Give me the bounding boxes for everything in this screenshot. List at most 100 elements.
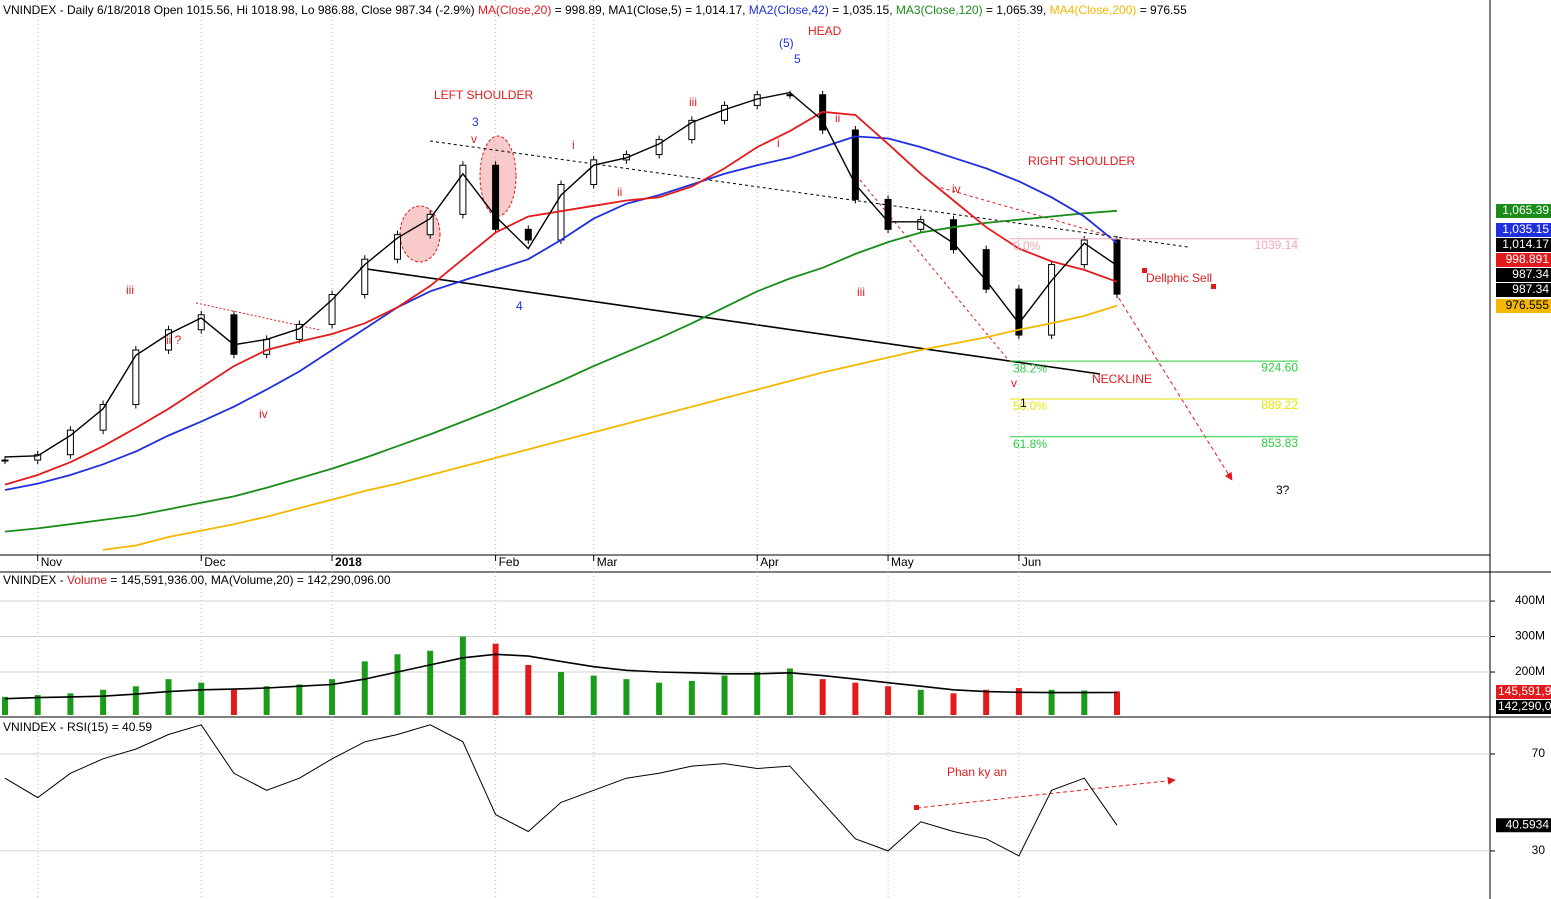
candle (132, 349, 140, 406)
candle (459, 164, 467, 215)
fib-value: 924.60 (1261, 360, 1298, 374)
annotation: iv (952, 182, 961, 196)
volume-bar (688, 680, 695, 715)
volume-bar (656, 682, 663, 715)
fib-level: 50.0% (1013, 399, 1047, 413)
series-line (102, 304, 1118, 551)
candle (393, 234, 401, 260)
header-part: = 1,014.17, (682, 3, 749, 17)
volume-bar (1015, 688, 1022, 715)
volume-bar (67, 693, 74, 715)
price-label: 1,065.39 (1496, 203, 1551, 218)
series-line (4, 135, 1118, 491)
annotation: 1 (1020, 396, 1027, 410)
header-part: = 145,591,936.00, (107, 573, 211, 587)
header-part: = 1,065.39, (983, 3, 1050, 17)
annotation: iii (126, 283, 134, 297)
volume-bar (558, 672, 564, 715)
x-tick-label: Feb (499, 555, 520, 569)
price-label: 987.34 (1496, 282, 1551, 297)
volume-bar (819, 679, 826, 715)
volume-bar (590, 675, 597, 715)
candle (66, 429, 74, 456)
volume-bar (2, 696, 8, 715)
volume-bar (263, 686, 270, 715)
header-part: Volume (67, 573, 107, 587)
header-part: MA(Close,20) (478, 3, 551, 17)
volume-bar (459, 636, 466, 715)
price-label-text: 998.891 (1506, 252, 1550, 266)
annotation: (5) (779, 36, 794, 50)
candle (263, 338, 271, 355)
price-label-box (1496, 268, 1551, 282)
price-label-box (1496, 253, 1551, 267)
price-label-box (1496, 204, 1551, 218)
series-line (4, 110, 1118, 486)
price-label-text: 1,065.39 (1502, 203, 1549, 217)
volume-bar (721, 675, 728, 715)
volume-bar (296, 684, 303, 715)
x-tick-label: Jun (1022, 555, 1041, 569)
marker (1211, 284, 1216, 289)
header-part: MA3(Close,120) (896, 3, 983, 17)
price-label-box (1496, 299, 1551, 313)
candle (1048, 264, 1056, 336)
y-tick-label: 400M (1515, 593, 1545, 607)
wave-line (934, 185, 1111, 237)
volume-bar (917, 689, 924, 715)
price-label: 998.891 (1496, 252, 1551, 267)
candle (1, 459, 9, 462)
y-tick-label: 200M (1515, 664, 1545, 678)
candle (1113, 239, 1121, 295)
fib-level: 0.0% (1013, 239, 1041, 253)
series-line (4, 209, 1118, 533)
header-part: VNINDEX - (3, 573, 67, 587)
candle (361, 258, 369, 295)
last-label-box (1496, 700, 1551, 714)
price-label-box (1496, 283, 1551, 297)
candle (688, 119, 696, 141)
volume-bar (1048, 689, 1055, 715)
header-part: MA(Volume,20) (211, 573, 294, 587)
series-line (4, 653, 1118, 700)
annotation: i (572, 138, 575, 152)
candle (851, 129, 859, 200)
marker (914, 805, 919, 810)
volume-bar (132, 686, 139, 715)
candle (230, 314, 238, 355)
volume-bar (852, 682, 859, 715)
header-part: = 142,290,096.00 (294, 573, 391, 587)
annotation: iii (857, 285, 865, 299)
candle (197, 314, 205, 331)
volume-bar (885, 686, 892, 715)
header-part: RSI(15) (67, 720, 108, 734)
last-label-box (1496, 685, 1551, 699)
annotation: ii (617, 185, 622, 199)
last-label-box (1496, 818, 1551, 833)
annotation: Dellphic Sell (1146, 271, 1212, 285)
x-tick-label: Apr (760, 555, 779, 569)
fib-level: 61.8% (1013, 437, 1047, 451)
fib-value: 853.83 (1261, 436, 1298, 450)
volume-bar (950, 693, 957, 715)
volume-bar (329, 679, 336, 715)
candle (982, 249, 990, 290)
fib-level: 38.2% (1013, 361, 1047, 375)
annotation: ii ? (166, 333, 182, 347)
volume-bar (230, 689, 237, 715)
volume-bar (100, 689, 107, 715)
candle (295, 323, 303, 340)
annotation: 4 (516, 299, 523, 313)
volume-bar (492, 643, 499, 715)
x-tick-label: Mar (597, 555, 618, 569)
candle (590, 159, 598, 185)
last-label: 40.5934 (1506, 817, 1550, 831)
annotation: v (1011, 376, 1017, 390)
fib-value: 889.22 (1261, 398, 1298, 412)
volume-bar (34, 695, 41, 715)
price-label-text: 976.555 (1506, 298, 1550, 312)
candle (721, 104, 729, 121)
volume-bar (361, 661, 368, 715)
